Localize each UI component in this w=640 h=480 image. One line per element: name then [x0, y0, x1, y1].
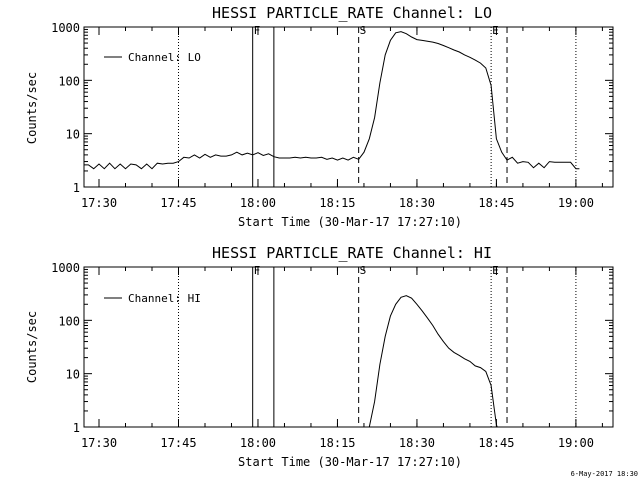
x-tick-label: 18:45: [478, 436, 514, 450]
chart-title: HESSI PARTICLE_RATE Channel: HI: [212, 244, 492, 262]
chart-title: HESSI PARTICLE_RATE Channel: LO: [212, 4, 492, 22]
x-tick-label: 19:00: [558, 436, 594, 450]
x-tick-label: 18:15: [319, 196, 355, 210]
plot-0: 17:30 17:45 18:00 18:15 18:30 18:45 19:00 1 10 10…: [51, 21, 614, 210]
x-tick-label: 18:15: [319, 436, 355, 450]
x-axis-label: Start Time (30-Mar-17 17:27:10): [238, 455, 462, 469]
legend-label: Channel: LO: [128, 51, 201, 64]
plot-frame: [83, 26, 614, 188]
series-line: [84, 31, 580, 170]
y-tick-label: 10: [66, 368, 80, 382]
x-tick-label: 19:00: [558, 196, 594, 210]
x-tick-label: 18:30: [399, 196, 435, 210]
x-tick-label: 18:45: [478, 196, 514, 210]
x-tick-label: 17:45: [160, 196, 196, 210]
event-marker-label: E: [492, 264, 499, 277]
x-tick-label: 17:30: [81, 196, 117, 210]
y-tick-label: 100: [58, 74, 80, 88]
event-marker-label: F: [254, 24, 261, 37]
y-axis-label: Counts/sec: [25, 311, 39, 383]
plot-frame: [83, 266, 614, 428]
date-stamp: 6-May-2017 18:30: [571, 470, 638, 478]
y-tick-label: 1: [73, 181, 80, 195]
y-tick-label: 10: [66, 128, 80, 142]
x-tick-label: 18:30: [399, 436, 435, 450]
x-tick-label: 18:00: [240, 436, 276, 450]
y-tick-label: 100: [58, 314, 80, 328]
event-marker-label: S: [360, 264, 367, 277]
series-line: [368, 295, 498, 427]
legend-label: Channel: HI: [128, 292, 201, 305]
x-tick-label: 18:00: [240, 196, 276, 210]
x-axis-label: Start Time (30-Mar-17 17:27:10): [238, 215, 462, 229]
event-marker-label: S: [360, 24, 367, 37]
y-tick-label: 1: [73, 421, 80, 435]
y-tick-label: 1000: [51, 261, 80, 275]
panel-hi: HESSI PARTICLE_RATE Channel: HI Counts/s…: [25, 244, 492, 469]
y-tick-label: 1000: [51, 21, 80, 35]
plot-1: 17:30 17:45 18:00 18:15 18:30 18:45 19:00 1 10 10…: [51, 261, 614, 450]
x-tick-label: 17:30: [81, 436, 117, 450]
y-axis-label: Counts/sec: [25, 72, 39, 144]
x-tick-label: 17:45: [160, 436, 196, 450]
event-marker-label: E: [492, 24, 499, 37]
panel-lo: HESSI PARTICLE_RATE Channel: LO Counts/s…: [25, 4, 492, 229]
event-marker-label: F: [254, 264, 261, 277]
